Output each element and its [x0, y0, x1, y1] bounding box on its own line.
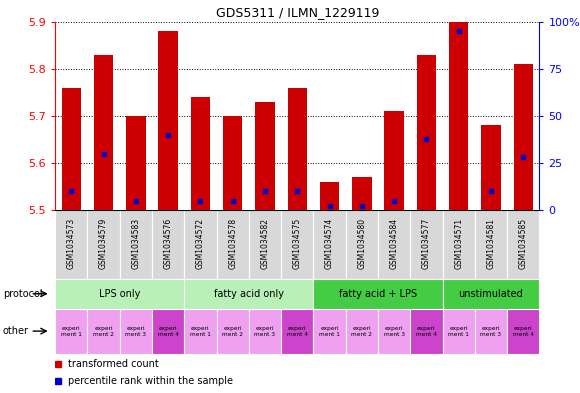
Bar — [475, 309, 507, 354]
Bar — [184, 210, 216, 279]
Text: GSM1034573: GSM1034573 — [67, 218, 76, 269]
Text: GSM1034578: GSM1034578 — [228, 218, 237, 269]
Text: experi
ment 2: experi ment 2 — [351, 326, 372, 336]
Bar — [184, 279, 313, 309]
Text: GSM1034581: GSM1034581 — [487, 218, 495, 269]
Bar — [61, 88, 81, 210]
Text: experi
ment 2: experi ment 2 — [222, 326, 243, 336]
Text: experi
ment 3: experi ment 3 — [383, 326, 405, 336]
Bar — [320, 182, 339, 210]
Bar — [410, 210, 443, 279]
Bar — [55, 210, 88, 279]
Bar — [119, 309, 152, 354]
Bar — [416, 55, 436, 210]
Text: GSM1034576: GSM1034576 — [164, 218, 173, 269]
Text: experi
ment 1: experi ment 1 — [190, 326, 211, 336]
Text: GSM1034575: GSM1034575 — [293, 218, 302, 269]
Bar — [481, 125, 501, 210]
Bar — [443, 309, 475, 354]
Bar — [313, 210, 346, 279]
Bar — [475, 210, 507, 279]
Text: experi
ment 4: experi ment 4 — [158, 326, 179, 336]
Bar — [158, 31, 178, 210]
Text: GSM1034572: GSM1034572 — [196, 218, 205, 269]
Bar — [88, 309, 119, 354]
Text: experi
ment 1: experi ment 1 — [61, 326, 82, 336]
Bar — [223, 116, 242, 210]
Bar — [249, 309, 281, 354]
Bar — [449, 22, 469, 210]
Bar — [443, 210, 475, 279]
Bar — [152, 210, 184, 279]
Text: experi
ment 4: experi ment 4 — [287, 326, 308, 336]
Bar — [313, 309, 346, 354]
Bar — [55, 279, 184, 309]
Title: GDS5311 / ILMN_1229119: GDS5311 / ILMN_1229119 — [216, 6, 379, 19]
Text: fatty acid + LPS: fatty acid + LPS — [339, 289, 417, 299]
Text: fatty acid only: fatty acid only — [214, 289, 284, 299]
Text: experi
ment 4: experi ment 4 — [513, 326, 534, 336]
Text: experi
ment 1: experi ment 1 — [448, 326, 469, 336]
Text: experi
ment 3: experi ment 3 — [125, 326, 146, 336]
Text: experi
ment 4: experi ment 4 — [416, 326, 437, 336]
Bar — [443, 279, 539, 309]
Bar — [191, 97, 210, 210]
Text: experi
ment 2: experi ment 2 — [93, 326, 114, 336]
Text: GSM1034579: GSM1034579 — [99, 218, 108, 269]
Text: GSM1034585: GSM1034585 — [519, 218, 528, 269]
Bar — [88, 210, 119, 279]
Bar — [507, 309, 539, 354]
Text: experi
ment 3: experi ment 3 — [255, 326, 276, 336]
Text: experi
ment 1: experi ment 1 — [319, 326, 340, 336]
Text: GSM1034574: GSM1034574 — [325, 218, 334, 269]
Bar — [281, 210, 313, 279]
Text: GSM1034580: GSM1034580 — [357, 218, 367, 269]
Text: GSM1034577: GSM1034577 — [422, 218, 431, 269]
Bar — [352, 177, 372, 210]
Bar — [119, 210, 152, 279]
Text: experi
ment 3: experi ment 3 — [480, 326, 502, 336]
Bar — [313, 279, 443, 309]
Text: GSM1034584: GSM1034584 — [390, 218, 398, 269]
Bar — [385, 111, 404, 210]
Text: protocol: protocol — [3, 289, 42, 299]
Bar — [94, 55, 113, 210]
Text: other: other — [3, 326, 29, 336]
Bar — [126, 116, 146, 210]
Text: transformed count: transformed count — [68, 359, 159, 369]
Bar — [346, 309, 378, 354]
Bar — [288, 88, 307, 210]
Text: GSM1034582: GSM1034582 — [260, 218, 270, 269]
Bar — [249, 210, 281, 279]
Text: percentile rank within the sample: percentile rank within the sample — [68, 376, 233, 386]
Bar — [507, 210, 539, 279]
Text: GSM1034571: GSM1034571 — [454, 218, 463, 269]
Bar — [378, 309, 410, 354]
Bar — [216, 210, 249, 279]
Bar — [410, 309, 443, 354]
Text: unstimulated: unstimulated — [459, 289, 523, 299]
Text: GSM1034583: GSM1034583 — [131, 218, 140, 269]
Bar — [346, 210, 378, 279]
Bar — [184, 309, 216, 354]
Text: LPS only: LPS only — [99, 289, 140, 299]
Bar — [216, 309, 249, 354]
Bar — [513, 64, 533, 210]
Bar — [55, 309, 88, 354]
Bar — [378, 210, 410, 279]
Bar — [281, 309, 313, 354]
Bar — [152, 309, 184, 354]
Bar — [255, 102, 275, 210]
